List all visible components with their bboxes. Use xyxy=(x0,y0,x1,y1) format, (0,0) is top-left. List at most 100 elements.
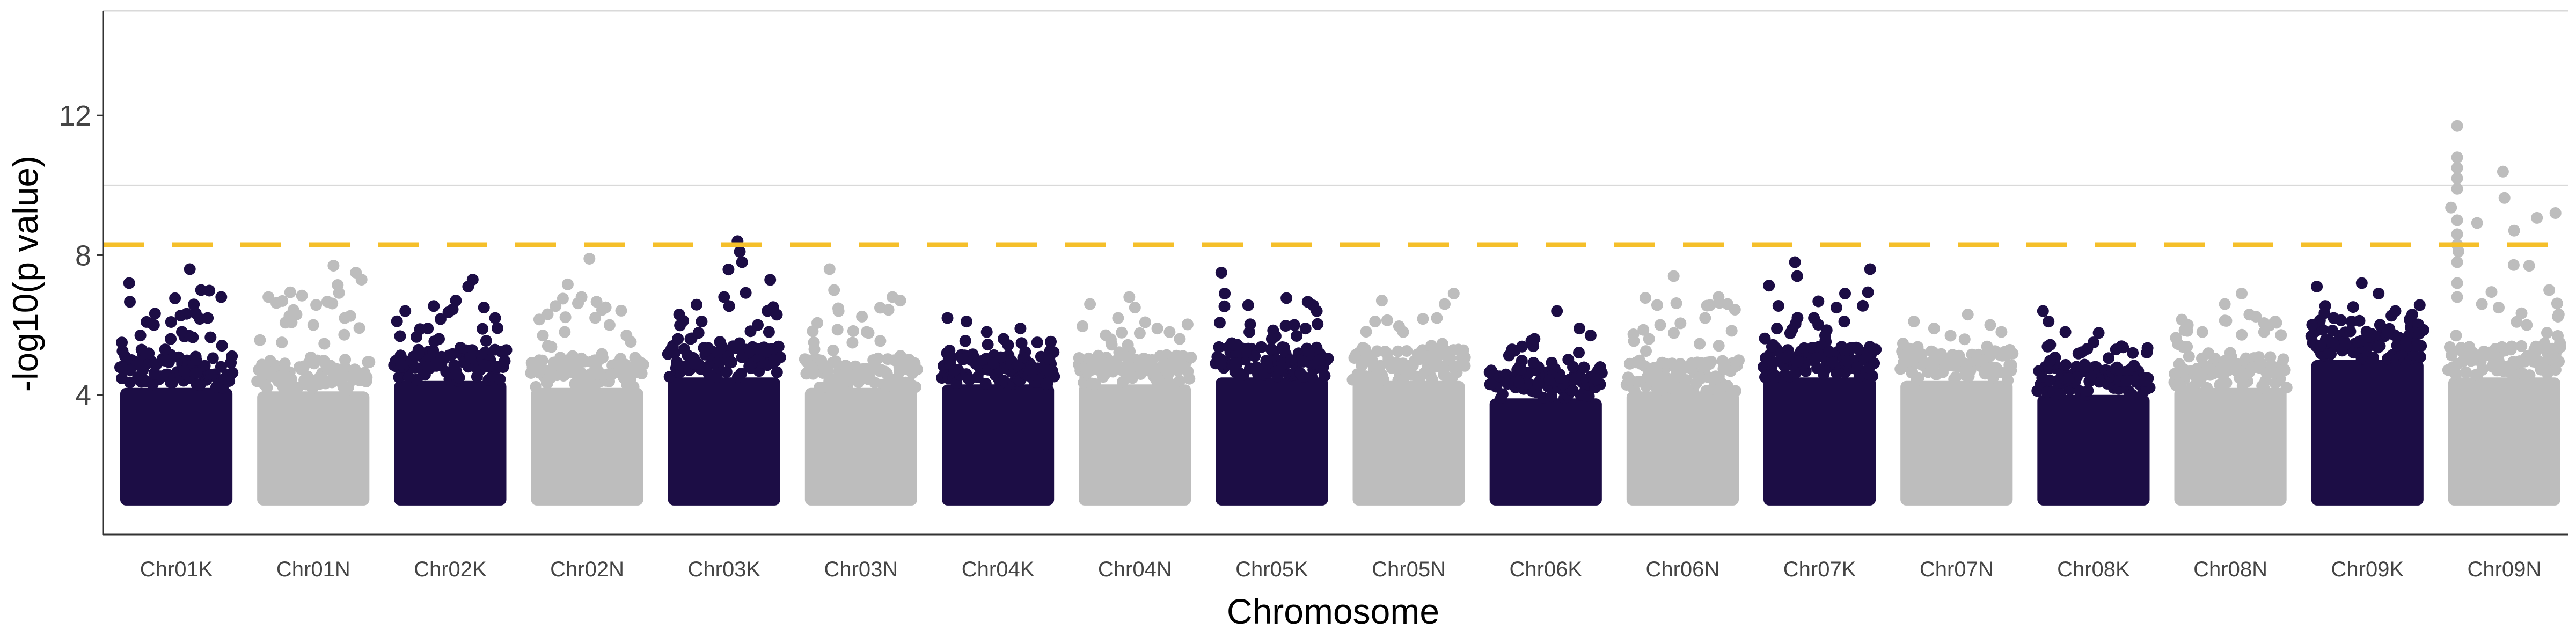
data-point xyxy=(2413,299,2426,311)
data-point xyxy=(696,316,708,328)
data-point xyxy=(1129,302,1141,314)
data-point xyxy=(1356,360,1368,372)
data-point xyxy=(159,343,171,356)
data-point xyxy=(1841,355,1853,367)
x-axis-title: Chromosome xyxy=(1227,591,1439,631)
data-point xyxy=(637,358,649,371)
data-point xyxy=(2087,336,2099,349)
point-cloud xyxy=(2311,360,2424,506)
data-point xyxy=(188,298,200,311)
data-point xyxy=(178,365,191,377)
data-point xyxy=(1912,372,1924,384)
data-point xyxy=(735,368,748,379)
data-point xyxy=(1977,355,1989,367)
data-point xyxy=(307,319,319,331)
data-point xyxy=(998,333,1009,345)
data-point xyxy=(2389,305,2402,317)
chromosome-chr02k xyxy=(388,274,513,506)
data-point xyxy=(1722,298,1734,310)
data-point xyxy=(550,300,562,312)
data-point xyxy=(1574,323,1585,335)
data-point xyxy=(687,357,699,370)
data-point xyxy=(2280,382,2293,394)
data-point xyxy=(762,305,774,317)
data-point xyxy=(875,364,888,376)
data-point xyxy=(1995,326,2008,338)
data-point xyxy=(2044,374,2056,386)
data-point xyxy=(2201,382,2213,394)
data-point xyxy=(671,356,683,368)
data-point xyxy=(2277,353,2289,365)
data-point xyxy=(1578,361,1590,374)
data-point xyxy=(1962,309,1974,321)
data-point xyxy=(1554,371,1567,384)
x-tick-label: Chr01N xyxy=(276,558,350,581)
data-point xyxy=(1694,338,1706,350)
data-point xyxy=(811,317,823,329)
data-point xyxy=(909,357,921,369)
data-point xyxy=(1808,312,1820,324)
data-point xyxy=(314,371,326,383)
data-point xyxy=(942,352,955,364)
data-point xyxy=(466,274,479,286)
data-point xyxy=(226,350,238,362)
data-point xyxy=(353,322,365,334)
chromosome-chr06k xyxy=(1483,305,1608,506)
data-point xyxy=(1944,330,1957,342)
data-point xyxy=(2552,330,2564,342)
chromosome-chr05n xyxy=(1346,288,1471,506)
data-point xyxy=(2445,201,2457,214)
data-point xyxy=(2220,377,2233,389)
data-point xyxy=(2346,316,2358,328)
data-point xyxy=(2523,260,2535,272)
data-point xyxy=(1659,357,1672,370)
data-point xyxy=(957,353,969,365)
data-point xyxy=(2182,319,2194,331)
data-point xyxy=(1699,312,1711,324)
chromosome-chr05k xyxy=(1210,267,1334,506)
data-point xyxy=(2493,302,2505,314)
data-point xyxy=(910,381,921,393)
data-point xyxy=(1172,364,1184,377)
data-point xyxy=(1670,297,1682,309)
data-point xyxy=(2460,366,2472,378)
data-point xyxy=(1771,323,1783,335)
data-point xyxy=(1080,363,1093,376)
data-point xyxy=(1515,363,1527,376)
x-tick-label: Chr05K xyxy=(1235,558,1308,581)
data-point xyxy=(1291,330,1303,342)
data-point xyxy=(982,339,994,351)
data-point xyxy=(1908,316,1920,328)
data-point xyxy=(2406,309,2418,321)
data-point xyxy=(2353,336,2365,348)
chromosome-chr07n xyxy=(1894,309,2019,506)
data-point xyxy=(2219,298,2231,310)
point-cloud xyxy=(668,377,780,506)
chromosome-chr04n xyxy=(1073,291,1197,506)
data-point xyxy=(1285,354,1297,366)
data-point xyxy=(1214,357,1227,369)
data-point xyxy=(807,368,819,380)
data-point xyxy=(2451,291,2463,303)
data-point xyxy=(169,292,181,304)
data-point xyxy=(1113,346,1125,358)
data-point xyxy=(1584,330,1597,342)
point-cloud xyxy=(120,387,233,506)
chromosome-chr08k xyxy=(2031,305,2156,506)
data-point xyxy=(1674,317,1687,330)
data-point xyxy=(948,364,961,377)
data-point xyxy=(2141,347,2153,358)
data-point xyxy=(2268,367,2280,379)
data-point xyxy=(2044,355,2056,367)
data-point xyxy=(831,324,844,336)
data-point xyxy=(226,367,239,379)
data-point xyxy=(2127,347,2139,359)
data-point xyxy=(1359,343,1371,355)
data-point xyxy=(2451,214,2463,226)
data-point xyxy=(874,302,886,314)
data-point xyxy=(1439,298,1451,310)
data-point xyxy=(1360,326,1372,338)
data-point xyxy=(1431,312,1443,324)
x-tick-label: Chr09N xyxy=(2467,558,2541,581)
x-tick-label: Chr04N xyxy=(1098,558,1172,581)
